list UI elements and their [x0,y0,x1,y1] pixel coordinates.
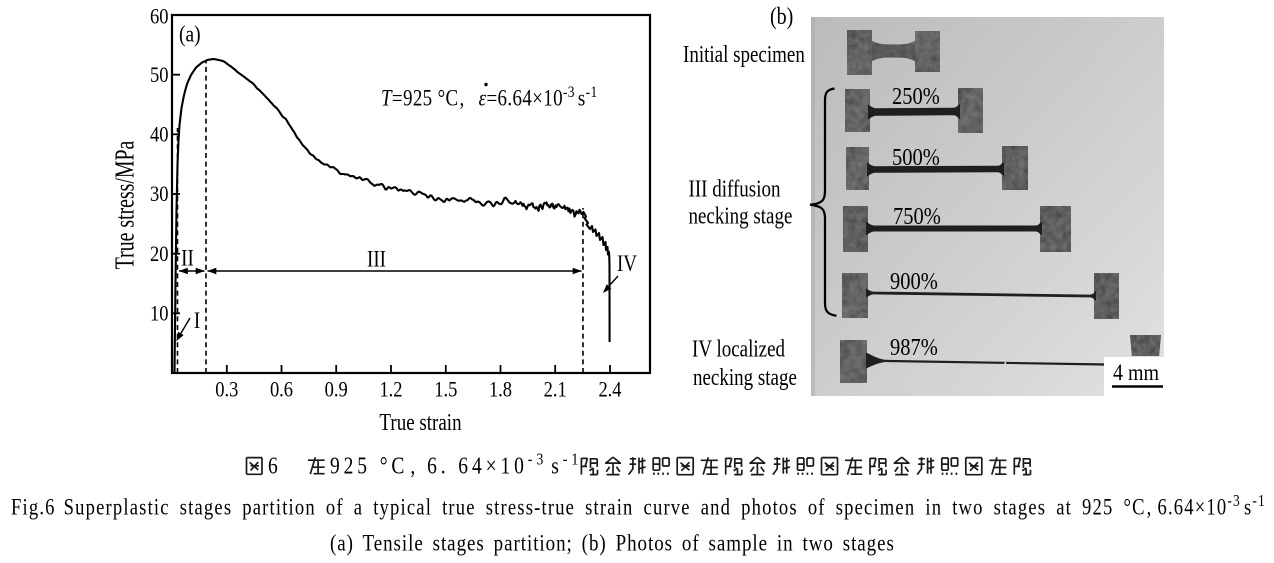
svg-text:40: 40 [150,123,168,147]
svg-text:2.1: 2.1 [544,378,567,402]
svg-text:II: II [181,245,194,271]
svg-text:2.4: 2.4 [598,378,621,402]
svg-text:500%: 500% [892,143,940,170]
svg-text:900%: 900% [890,267,938,294]
svg-text:987%: 987% [890,333,938,360]
svg-text:(a): (a) [179,21,201,47]
svg-text:1.8: 1.8 [489,378,512,402]
svg-text:4 mm: 4 mm [1113,360,1159,386]
svg-text:III diffusion: III diffusion [689,176,781,203]
svg-text:30: 30 [150,183,168,207]
svg-text:(b): (b) [770,2,793,29]
svg-text:10: 10 [150,302,168,326]
svg-text:6: 6 [268,453,278,479]
svg-text:0.6: 0.6 [270,378,293,402]
svg-text:250%: 250% [892,82,940,109]
svg-text:T=925 °C,ε=6.64×10-3s-1: T=925 °C, ε=6.64×10-3 s-1 [381,84,598,111]
svg-text:IV: IV [617,250,637,276]
svg-text:20: 20 [150,242,168,266]
svg-text:50: 50 [150,63,168,87]
svg-text:1.2: 1.2 [379,378,402,402]
svg-text:IV localized: IV localized [692,336,785,363]
svg-text:0.3: 0.3 [215,378,238,402]
svg-text:III: III [367,246,386,272]
svg-text:750%: 750% [893,202,941,229]
svg-text:True stress/MPa: True stress/MPa [110,141,140,270]
svg-text:True strain: True strain [379,409,461,436]
svg-text:1.5: 1.5 [434,378,457,402]
svg-text:necking stage: necking stage [693,364,797,391]
svg-text:(a) Tensile stages partition;: (a) Tensile stages partition; (b) Photos… [330,530,895,556]
svg-text:60: 60 [150,5,168,29]
svg-text:0.9: 0.9 [325,378,348,402]
svg-text:necking stage: necking stage [689,203,793,230]
svg-text:I: I [194,307,200,333]
svg-text:Initial specimen: Initial specimen [683,41,805,68]
